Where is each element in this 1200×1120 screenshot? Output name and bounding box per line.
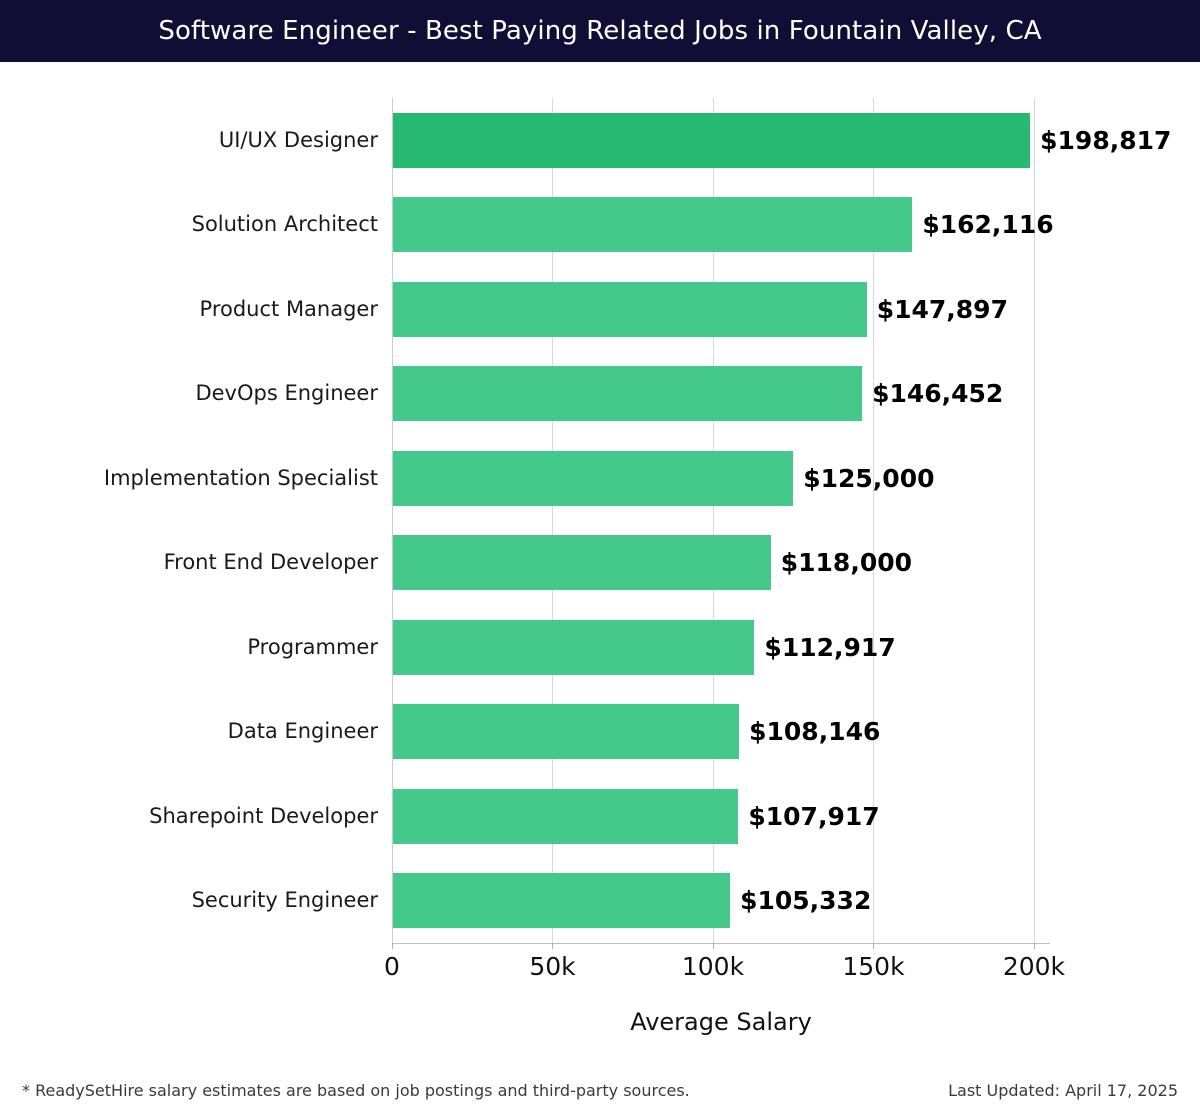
bar-value-label: $118,000 (780, 548, 913, 578)
x-axis-spine (392, 943, 1050, 944)
bar-row[interactable]: $125,000 (392, 450, 1050, 506)
y-axis-tick-label: Product Manager (199, 296, 378, 321)
x-axis-tick-label: 100k (681, 952, 745, 981)
y-axis-tick-label: DevOps Engineer (195, 381, 378, 406)
bar-value-label: $125,000 (803, 463, 935, 493)
bar[interactable] (392, 788, 739, 844)
bar[interactable] (392, 450, 794, 506)
bar-row[interactable]: $107,917 (392, 788, 1050, 844)
x-axis-tick-mark (873, 943, 875, 949)
bar-row[interactable]: $162,116 (392, 197, 1054, 253)
y-axis-tick-label: Front End Developer (163, 550, 378, 575)
y-axis-tick-label: UI/UX Designer (218, 127, 378, 152)
y-axis-tick-label: Solution Architect (191, 212, 378, 237)
bar-value-label: $198,817 (1040, 125, 1172, 155)
x-axis-tick-label: 200k (1002, 952, 1066, 981)
header-bar: Software Engineer - Best Paying Related … (0, 0, 1200, 62)
bar-value-label: $105,332 (740, 886, 872, 916)
page-title: Software Engineer - Best Paying Related … (158, 16, 1042, 46)
bar[interactable] (392, 704, 740, 760)
bar-value-label: $146,452 (872, 379, 1004, 409)
x-axis-tick-mark (392, 943, 393, 949)
x-axis-tick-label: 0 (384, 952, 400, 981)
plot-area: $198,817 $162,116 $147,897 $146,452 $125,000… (392, 98, 1171, 943)
bar-row[interactable]: $118,000 (392, 535, 1050, 591)
y-axis-tick-label: Security Engineer (191, 888, 378, 913)
bar-row[interactable]: $112,917 (392, 619, 1050, 675)
bar-value-label: $162,116 (922, 210, 1054, 240)
bar[interactable] (392, 535, 771, 591)
bar-value-label: $108,146 (749, 717, 881, 747)
x-axis-tick-labels: 0 50k 100k 150k 200k (0, 952, 1200, 992)
bar[interactable] (392, 112, 1031, 168)
bar-row[interactable]: $198,817 (392, 112, 1171, 168)
bar[interactable] (392, 619, 755, 675)
bar-value-label: $107,917 (748, 801, 880, 831)
footer-disclaimer: * ReadySetHire salary estimates are base… (22, 1080, 690, 1100)
x-axis-title: Average Salary (630, 1008, 812, 1036)
y-axis-tick-label: Implementation Specialist (103, 465, 378, 490)
footer-last-updated: Last Updated: April 17, 2025 (948, 1080, 1178, 1100)
y-axis-tick-label: Data Engineer (227, 719, 378, 744)
x-axis-tick-label: 50k (529, 952, 576, 981)
footer: * ReadySetHire salary estimates are base… (0, 1072, 1200, 1108)
y-axis-tick-label: Sharepoint Developer (149, 803, 378, 828)
x-axis-tick-label: 150k (842, 952, 905, 981)
y-axis-tick-labels: UI/UX Designer Solution Architect Product … (0, 98, 392, 943)
bar-row[interactable]: $147,897 (392, 281, 1050, 337)
x-axis-tick-mark (1033, 943, 1035, 949)
bar[interactable] (392, 197, 913, 253)
y-axis-tick-label: Programmer (247, 634, 378, 659)
bar-row[interactable]: $105,332 (392, 873, 1050, 929)
bar-row[interactable]: $146,452 (392, 366, 1050, 422)
bar[interactable] (392, 873, 731, 929)
x-axis-tick-mark (552, 943, 554, 949)
bar[interactable] (392, 281, 867, 337)
bar[interactable] (392, 366, 863, 422)
bar-row[interactable]: $108,146 (392, 704, 1050, 760)
x-axis-tick-mark (712, 943, 714, 949)
bar-value-label: $112,917 (764, 632, 896, 662)
y-axis-spine (392, 98, 393, 943)
bar-value-label: $147,897 (876, 294, 1008, 324)
